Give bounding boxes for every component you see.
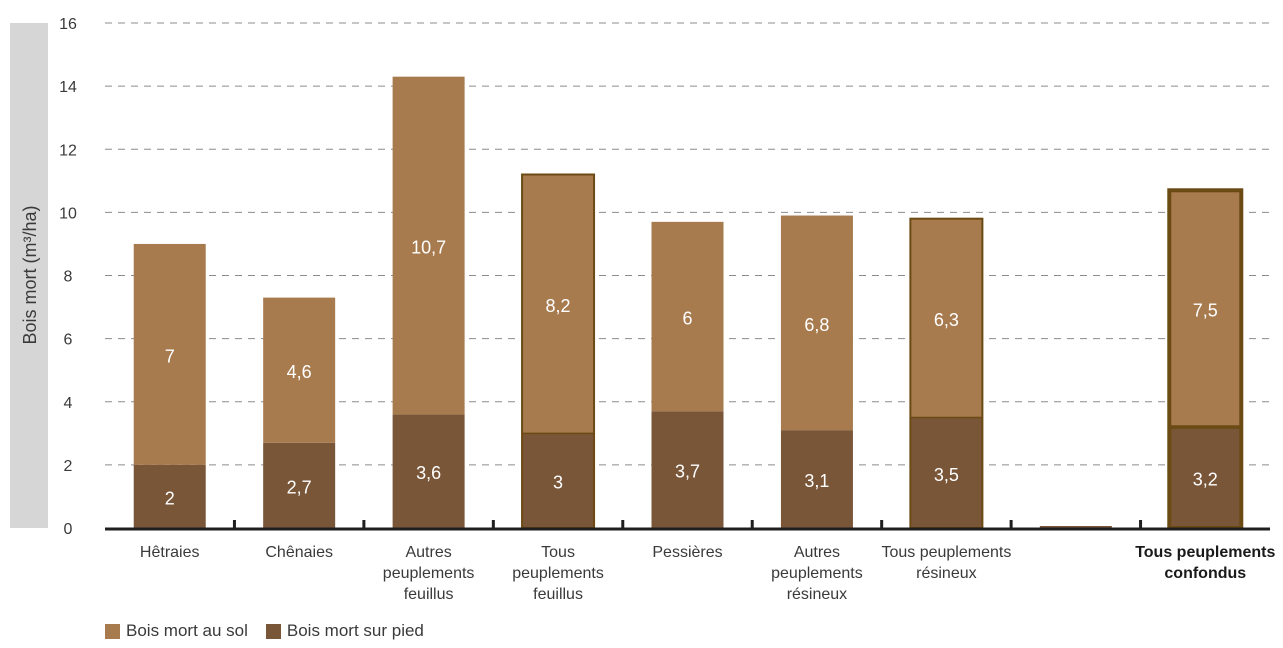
x-tick-label: confondus: [1164, 565, 1246, 582]
y-tick-label: 12: [59, 142, 77, 159]
data-label: 3,7: [675, 462, 700, 482]
y-tick-label: 16: [59, 16, 77, 33]
bar-segment-sur-pied: [910, 417, 983, 528]
data-label: 3,1: [804, 471, 829, 491]
bar-segment-au-sol: [263, 297, 336, 443]
x-tick-label: feuillus: [404, 586, 454, 603]
x-tick-label: peuplements: [512, 565, 604, 582]
data-label: 2,7: [287, 477, 312, 497]
y-tick-label: 14: [59, 79, 77, 96]
x-tick-label: Tous peuplements: [1135, 544, 1275, 561]
x-tick-label: Pessières: [652, 544, 722, 561]
legend: Bois mort au sol Bois mort sur pied: [105, 621, 424, 641]
bar-segment-sur-pied: [780, 430, 853, 528]
y-tick-label: 0: [64, 521, 73, 538]
y-axis-band: [10, 23, 48, 528]
bar-segment-au-sol: [780, 215, 853, 431]
bar-segment-sur-pied: [651, 411, 724, 528]
bar-segment-au-sol: [651, 221, 724, 412]
bar-segment-au-sol: [910, 218, 983, 418]
y-tick-label: 4: [64, 395, 73, 412]
bar-segment-sur-pied: [1169, 427, 1242, 528]
legend-label-pied: Bois mort sur pied: [286, 621, 424, 640]
bar-segment-au-sol: [522, 174, 595, 434]
data-label: 3,5: [934, 465, 959, 485]
legend-item-pied: Bois mort sur pied: [265, 621, 424, 641]
x-tick-label: Tous: [541, 544, 575, 561]
data-label: 2: [165, 488, 175, 508]
x-tick-label: résineux: [787, 586, 847, 603]
x-tick-label: feuillus: [533, 586, 583, 603]
data-label: 8,2: [546, 296, 571, 316]
x-tick-label: résineux: [916, 565, 976, 582]
data-label: 3,2: [1193, 470, 1218, 490]
bar-segment-au-sol: [133, 243, 206, 465]
legend-swatch-pied: [265, 623, 281, 639]
data-label: 3: [553, 473, 563, 493]
bar-segment-sur-pied: [263, 442, 336, 528]
data-label: 7,5: [1193, 301, 1218, 321]
x-tick-label: Tous peuplements: [881, 544, 1011, 561]
data-label: 10,7: [411, 238, 446, 258]
legend-item-sol: Bois mort au sol: [105, 621, 248, 641]
y-tick-label: 6: [64, 332, 73, 349]
bar-segment-sur-pied: [133, 464, 206, 528]
data-label: 6,8: [804, 315, 829, 335]
y-tick-label: 10: [59, 205, 77, 222]
data-label: 4,6: [287, 362, 312, 382]
y-axis-label: Bois mort (m³/ha): [20, 205, 40, 344]
y-tick-label: 2: [64, 458, 73, 475]
legend-swatch-sol: [105, 623, 120, 639]
bar-segment-sur-pied: [522, 433, 595, 528]
data-label: 6,3: [934, 310, 959, 330]
data-label: 3,6: [416, 463, 441, 483]
legend-label-sol: Bois mort au sol: [126, 621, 248, 640]
data-label: 6: [682, 309, 692, 329]
bar-segment-sur-pied: [392, 414, 465, 528]
y-tick-label: 8: [64, 269, 73, 286]
x-tick-label: peuplements: [771, 565, 863, 582]
x-tick-label: Autres: [794, 544, 840, 561]
x-tick-label: Chênaies: [265, 544, 333, 561]
x-tick-label: peuplements: [383, 565, 475, 582]
bar-segment-au-sol: [392, 76, 465, 415]
bar-segment-au-sol: [1169, 190, 1242, 427]
x-tick-label: Autres: [405, 544, 451, 561]
data-label: 7: [165, 346, 175, 366]
x-tick-label: Hêtraies: [140, 544, 200, 561]
